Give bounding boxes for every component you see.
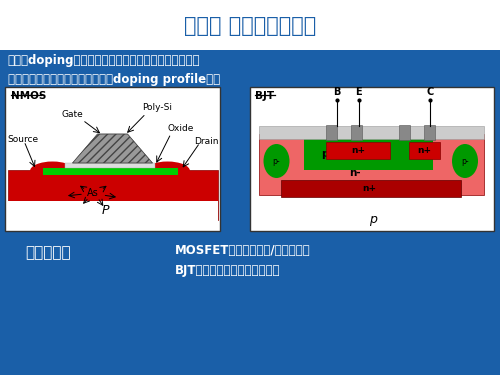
Ellipse shape xyxy=(145,162,190,180)
Polygon shape xyxy=(72,134,152,163)
Text: n+: n+ xyxy=(351,146,365,155)
FancyBboxPatch shape xyxy=(65,163,155,168)
Ellipse shape xyxy=(30,162,75,180)
Text: n-: n- xyxy=(349,168,361,177)
FancyBboxPatch shape xyxy=(259,126,484,139)
FancyBboxPatch shape xyxy=(398,125,409,140)
Text: p: p xyxy=(368,213,376,225)
FancyBboxPatch shape xyxy=(409,142,440,159)
FancyBboxPatch shape xyxy=(8,201,218,228)
Text: E: E xyxy=(355,87,362,97)
Ellipse shape xyxy=(452,144,478,178)
FancyBboxPatch shape xyxy=(259,134,484,195)
FancyBboxPatch shape xyxy=(250,87,494,231)
Text: P: P xyxy=(101,204,109,218)
Text: Oxide: Oxide xyxy=(168,123,194,132)
FancyBboxPatch shape xyxy=(0,0,500,50)
Text: As: As xyxy=(86,189,99,198)
Text: B: B xyxy=(333,87,340,97)
Text: n+: n+ xyxy=(362,184,376,193)
Text: Drain: Drain xyxy=(194,136,218,146)
Text: n+: n+ xyxy=(418,146,432,155)
Text: 第六章 扩散原理（上）: 第六章 扩散原理（上） xyxy=(184,16,316,36)
Text: Source: Source xyxy=(7,135,38,144)
Text: p-: p- xyxy=(461,156,469,165)
Text: 掺杂应用：: 掺杂应用： xyxy=(25,245,70,260)
Text: BJT：基极、发射极、集电极等: BJT：基极、发射极、集电极等 xyxy=(175,264,281,277)
Text: p-: p- xyxy=(272,156,280,165)
Text: MOSFET：阱、栅、源/漏、沟道等: MOSFET：阱、栅、源/漏、沟道等 xyxy=(175,244,310,257)
FancyBboxPatch shape xyxy=(8,170,218,220)
Text: p: p xyxy=(321,149,329,159)
FancyBboxPatch shape xyxy=(326,142,390,159)
Ellipse shape xyxy=(264,144,289,178)
FancyBboxPatch shape xyxy=(424,125,434,140)
Text: 1: 1 xyxy=(490,20,498,33)
Text: 半导体制造工艺基础: 半导体制造工艺基础 xyxy=(452,6,498,15)
FancyBboxPatch shape xyxy=(42,168,177,175)
FancyBboxPatch shape xyxy=(326,125,336,140)
Text: Poly-Si: Poly-Si xyxy=(142,104,172,112)
FancyBboxPatch shape xyxy=(281,180,461,196)
Text: C: C xyxy=(426,87,434,97)
Text: NMOS: NMOS xyxy=(11,91,47,101)
Text: BJT: BJT xyxy=(255,91,274,101)
Text: Gate: Gate xyxy=(62,110,84,119)
Text: 掺杂（doping）：将一定数量和一定种类的杂质掺入硅: 掺杂（doping）：将一定数量和一定种类的杂质掺入硅 xyxy=(8,54,200,67)
FancyBboxPatch shape xyxy=(304,139,433,170)
FancyBboxPatch shape xyxy=(5,87,220,231)
FancyBboxPatch shape xyxy=(350,125,362,140)
Text: 中，并获得精确的杂质分布形状（doping profile）。: 中，并获得精确的杂质分布形状（doping profile）。 xyxy=(8,72,220,86)
